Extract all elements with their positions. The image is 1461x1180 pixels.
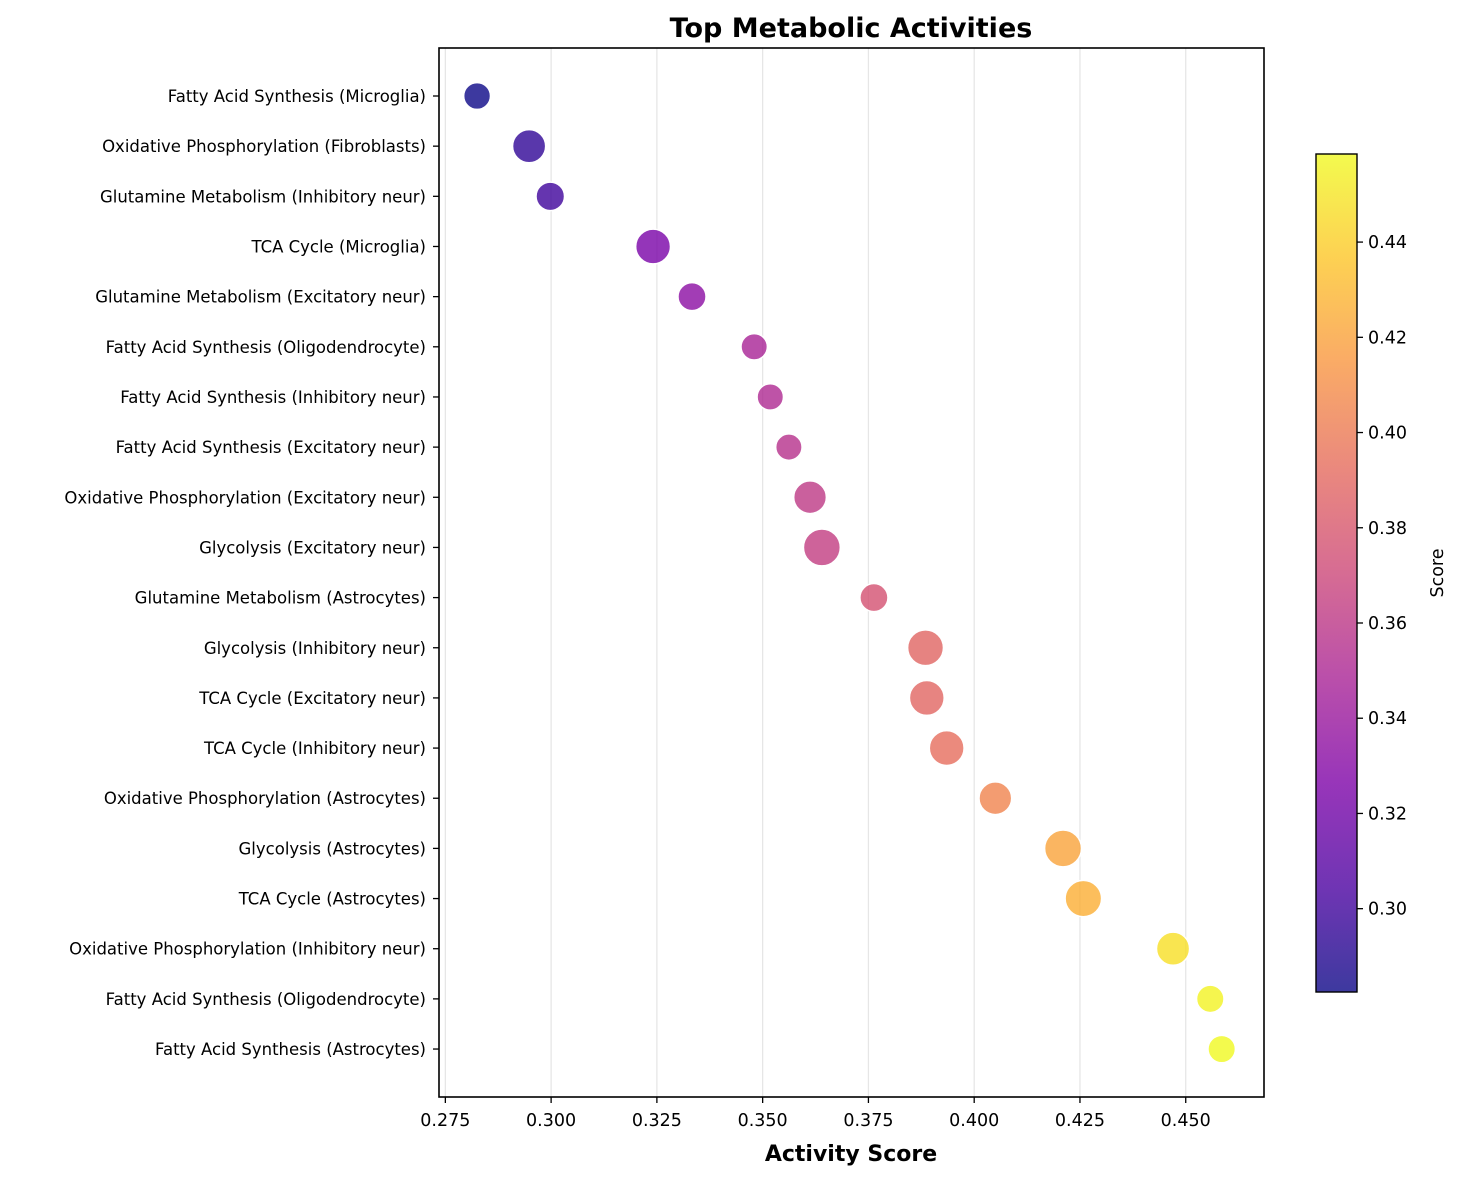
y-tick-label: TCA Cycle (Microglia) xyxy=(250,237,426,256)
data-point xyxy=(677,281,707,312)
data-point xyxy=(928,729,965,767)
x-axis-label: Activity Score xyxy=(765,1142,937,1167)
y-tick-label: Oxidative Phosphorylation (Excitatory ne… xyxy=(64,488,426,507)
y-tick-label: Oxidative Phosphorylation (Fibroblasts) xyxy=(102,137,426,156)
x-tick-label: 0.350 xyxy=(738,1111,788,1131)
data-point xyxy=(906,629,945,667)
y-tick-label: Fatty Acid Synthesis (Microglia) xyxy=(168,87,426,106)
colorbar-tick-label: 0.42 xyxy=(1368,328,1407,348)
y-tick-label: Glutamine Metabolism (Astrocytes) xyxy=(135,589,426,608)
y-tick-label: Fatty Acid Synthesis (Excitatory neur) xyxy=(116,438,426,457)
colorbar-tick-label: 0.34 xyxy=(1368,709,1407,729)
data-point xyxy=(978,781,1013,816)
colorbar-label: Score xyxy=(1428,548,1448,597)
x-tick-label: 0.375 xyxy=(843,1111,893,1131)
data-point xyxy=(859,582,889,613)
y-tick-labels: Fatty Acid Synthesis (Microglia) Oxidativ… xyxy=(64,87,439,1059)
y-tick-label: Glycolysis (Astrocytes) xyxy=(239,839,426,858)
colorbar-ticks: 0.30 0.32 0.34 0.36 0.38 0.40 0.42 0.44 xyxy=(1357,233,1407,920)
x-tick-label: 0.450 xyxy=(1161,1111,1211,1131)
colorbar-tick-label: 0.44 xyxy=(1368,233,1407,253)
data-point xyxy=(535,181,566,212)
x-tick-label: 0.300 xyxy=(526,1111,576,1131)
data-point xyxy=(756,383,785,411)
data-point xyxy=(1155,931,1191,967)
y-tick-label: TCA Cycle (Astrocytes) xyxy=(238,890,426,909)
data-point xyxy=(634,228,672,265)
data-point xyxy=(1207,1034,1237,1064)
y-tick-label: Glycolysis (Excitatory neur) xyxy=(199,538,426,557)
y-tick-label: Fatty Acid Synthesis (Oligodendrocyte) xyxy=(106,338,426,357)
data-points xyxy=(462,81,1237,1064)
gridlines xyxy=(444,48,1187,1097)
data-point xyxy=(511,128,547,164)
y-tick-label: Fatty Acid Synthesis (Oligodendrocyte) xyxy=(106,990,426,1009)
data-point xyxy=(1064,879,1103,918)
colorbar-tick-label: 0.36 xyxy=(1368,614,1407,634)
y-tick-label: TCA Cycle (Inhibitory neur) xyxy=(203,739,426,758)
plot-frame xyxy=(438,47,1265,1098)
x-tick-label: 0.400 xyxy=(949,1111,999,1131)
colorbar-tick-label: 0.40 xyxy=(1368,424,1407,444)
data-point xyxy=(774,433,803,462)
data-point xyxy=(802,528,842,567)
x-tick-label: 0.275 xyxy=(420,1111,470,1131)
data-point xyxy=(1043,829,1083,868)
colorbar-tick-label: 0.30 xyxy=(1368,900,1407,920)
colorbar-tick-label: 0.32 xyxy=(1368,804,1407,824)
chart-title: Top Metabolic Activities xyxy=(670,13,1033,44)
y-tick-label: Glutamine Metabolism (Inhibitory neur) xyxy=(100,187,426,206)
data-point xyxy=(1195,984,1225,1014)
y-tick-label: Oxidative Phosphorylation (Astrocytes) xyxy=(104,789,426,808)
y-tick-label: Glycolysis (Inhibitory neur) xyxy=(204,639,426,658)
colorbar xyxy=(1316,154,1357,992)
y-tick-label: Fatty Acid Synthesis (Astrocytes) xyxy=(155,1040,426,1059)
data-point xyxy=(908,679,945,717)
y-tick-label: Oxidative Phosphorylation (Inhibitory ne… xyxy=(69,940,426,959)
colorbar-tick-label: 0.38 xyxy=(1368,519,1407,539)
y-tick-label: Fatty Acid Synthesis (Inhibitory neur) xyxy=(120,388,426,407)
data-point xyxy=(792,480,828,515)
y-tick-label: TCA Cycle (Excitatory neur) xyxy=(198,689,426,708)
x-tick-label: 0.325 xyxy=(632,1111,682,1131)
data-point xyxy=(462,81,492,111)
x-tick-label: 0.425 xyxy=(1055,1111,1105,1131)
data-point xyxy=(740,332,769,361)
colorbar-frame xyxy=(1315,153,1358,993)
y-tick-label: Glutamine Metabolism (Excitatory neur) xyxy=(95,288,426,307)
x-tick-labels: 0.275 0.300 0.325 0.350 0.375 0.400 0.425 0.450 xyxy=(420,1097,1211,1131)
